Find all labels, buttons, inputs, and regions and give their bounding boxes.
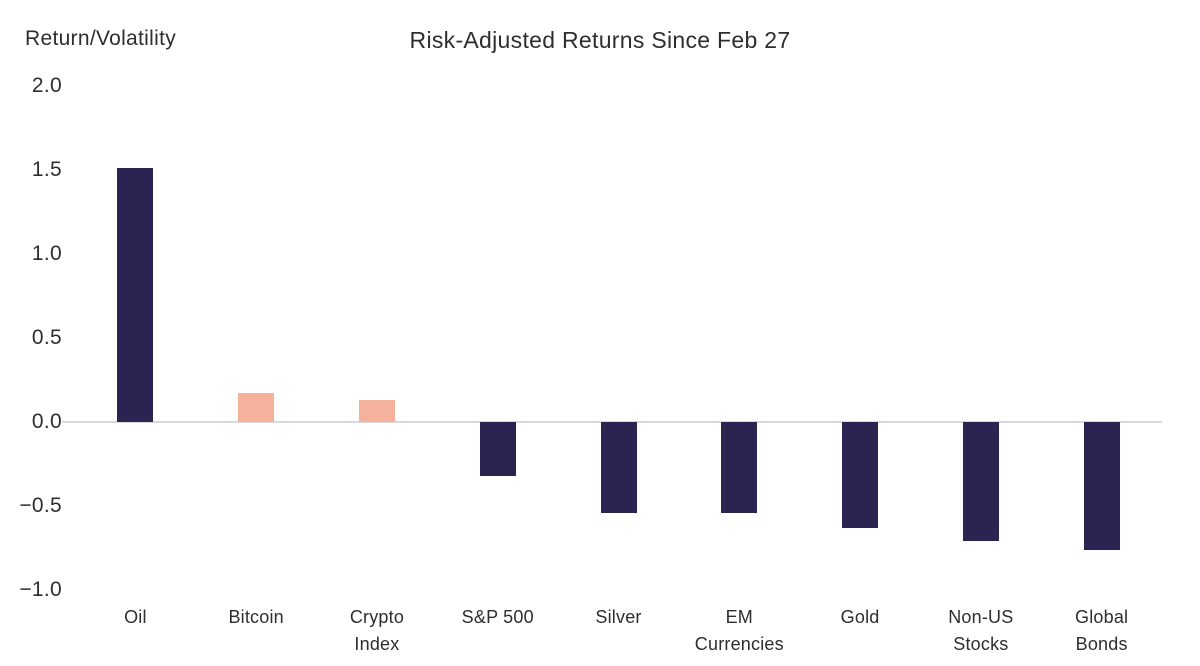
bar-non-us-stocks	[962, 422, 999, 542]
x-label-bitcoin: Bitcoin	[228, 607, 284, 627]
bar-bitcoin	[238, 393, 275, 422]
x-label-silver: Silver	[595, 607, 642, 627]
bar-slot-crypto-index	[317, 86, 438, 590]
y-tick-1.0: 1.0	[31, 242, 62, 265]
y-tick-2.0: 2.0	[31, 74, 62, 97]
bar-slot-oil	[75, 86, 196, 590]
x-label-em-currencies: EM Currencies	[694, 607, 784, 654]
x-label-global-bonds: Global Bonds	[1075, 607, 1129, 654]
bars-area	[75, 86, 1162, 590]
y-tick-0.5: 0.5	[31, 326, 62, 349]
plot-area	[62, 86, 1162, 590]
bar-em-currencies	[721, 422, 758, 513]
bar-slot-em-currencies	[679, 86, 800, 590]
bar-gold	[842, 422, 879, 528]
x-label-s-p-500: S&P 500	[461, 607, 534, 627]
bar-s-p-500	[479, 422, 516, 476]
y-axis-title: Return/Volatility	[25, 27, 177, 50]
bar-slot-s-p-500	[437, 86, 558, 590]
bar-slot-bitcoin	[196, 86, 317, 590]
chart-title: Risk-Adjusted Returns Since Feb 27	[409, 27, 791, 53]
x-label-oil: Oil	[124, 607, 147, 627]
bar-silver	[600, 422, 637, 513]
bar-slot-non-us-stocks	[920, 86, 1041, 590]
y-tick-−0.5: −0.5	[19, 494, 62, 517]
y-tick-0.0: 0.0	[31, 410, 62, 433]
x-label-crypto-index: Crypto Index	[349, 607, 405, 654]
x-label-non-us-stocks: Non-US Stocks	[948, 607, 1014, 654]
bar-crypto-index	[358, 400, 395, 422]
bar-slot-gold	[800, 86, 921, 590]
bar-oil	[117, 168, 154, 422]
bar-slot-global-bonds	[1041, 86, 1162, 590]
x-axis-labels: Oil Bitcoin Crypto Index S&P 500 Silver EM Cu…	[75, 604, 1162, 658]
bar-slot-silver	[558, 86, 679, 590]
y-tick-−1.0: −1.0	[19, 578, 62, 601]
bar-global-bonds	[1083, 422, 1120, 550]
x-label-gold: Gold	[840, 607, 880, 627]
y-tick-1.5: 1.5	[31, 158, 62, 181]
